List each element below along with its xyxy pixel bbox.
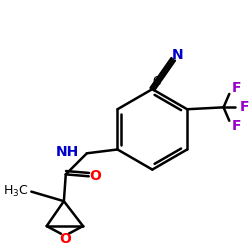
Text: O: O — [90, 169, 102, 183]
Text: O: O — [59, 232, 71, 246]
Text: F: F — [232, 81, 242, 95]
Text: F: F — [240, 100, 249, 114]
Text: NH: NH — [56, 145, 79, 159]
Text: H$_3$C: H$_3$C — [3, 184, 29, 199]
Text: C: C — [152, 75, 160, 88]
Text: F: F — [232, 120, 242, 134]
Text: N: N — [172, 48, 184, 62]
